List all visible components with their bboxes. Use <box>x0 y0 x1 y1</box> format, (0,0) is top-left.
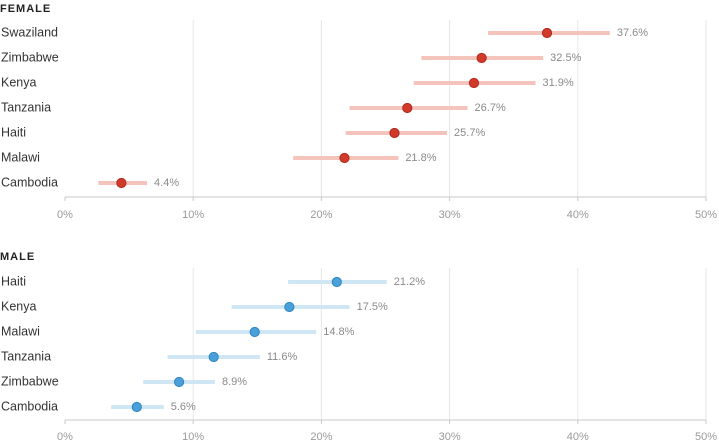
x-tick-label: 20% <box>310 431 332 440</box>
data-point <box>468 77 480 89</box>
category-label: Tanzania <box>1 100 51 114</box>
data-point <box>389 127 400 139</box>
category-label: Swaziland <box>1 25 58 39</box>
panel-title: FEMALE <box>0 3 51 15</box>
x-tick-label: 50% <box>695 209 717 221</box>
value-label: 37.6% <box>617 27 648 39</box>
category-label: Tanzania <box>1 349 51 363</box>
value-label: 31.9% <box>542 77 573 89</box>
x-tick-label: 30% <box>439 431 461 440</box>
data-point <box>116 177 127 189</box>
category-label: Cambodia <box>1 399 58 413</box>
data-point <box>476 52 487 64</box>
data-point <box>402 102 413 114</box>
category-label: Zimbabwe <box>1 374 59 388</box>
category-label: Haiti <box>1 274 26 288</box>
x-tick-label: 10% <box>182 431 204 440</box>
x-tick-label: 30% <box>439 209 461 221</box>
x-tick-label: 50% <box>695 431 717 440</box>
x-tick-label: 0% <box>57 209 73 221</box>
data-point <box>284 301 295 313</box>
data-point <box>541 27 553 39</box>
value-label: 26.7% <box>475 102 506 114</box>
panel-1: MALE 0% 10% 20% 30% 40% 50% Haiti 21.2% Kenya 17.5… <box>0 251 717 440</box>
data-point <box>339 152 350 164</box>
x-tick-label: 40% <box>567 431 589 440</box>
category-label: Kenya <box>1 75 36 89</box>
x-tick-label: 10% <box>182 209 204 221</box>
category-label: Zimbabwe <box>1 50 59 64</box>
value-label: 17.5% <box>357 301 388 313</box>
x-tick-label: 40% <box>567 209 589 221</box>
value-label: 21.8% <box>405 152 436 164</box>
panel-title: MALE <box>0 251 35 263</box>
category-label: Cambodia <box>1 175 58 189</box>
category-label: Malawi <box>1 324 40 338</box>
value-label: 11.6% <box>267 351 298 363</box>
value-label: 32.5% <box>550 52 581 64</box>
category-label: Malawi <box>1 150 40 164</box>
value-label: 14.8% <box>323 326 354 338</box>
value-label: 5.6% <box>171 401 196 413</box>
category-label: Kenya <box>1 299 36 313</box>
x-tick-label: 0% <box>57 431 73 440</box>
data-point <box>173 376 185 388</box>
value-label: 25.7% <box>454 127 485 139</box>
data-point <box>131 401 142 413</box>
data-point <box>331 276 342 288</box>
value-label: 8.9% <box>222 376 247 388</box>
panel-0: FEMALE 0% 10% 20% 30% 40% 50% Swaziland 37.6% Zim… <box>0 3 717 221</box>
x-tick-label: 20% <box>310 209 332 221</box>
value-label: 21.2% <box>394 276 425 288</box>
category-label: Haiti <box>1 125 26 139</box>
value-label: 4.4% <box>154 177 179 189</box>
data-point <box>208 351 219 363</box>
data-point <box>249 326 260 338</box>
